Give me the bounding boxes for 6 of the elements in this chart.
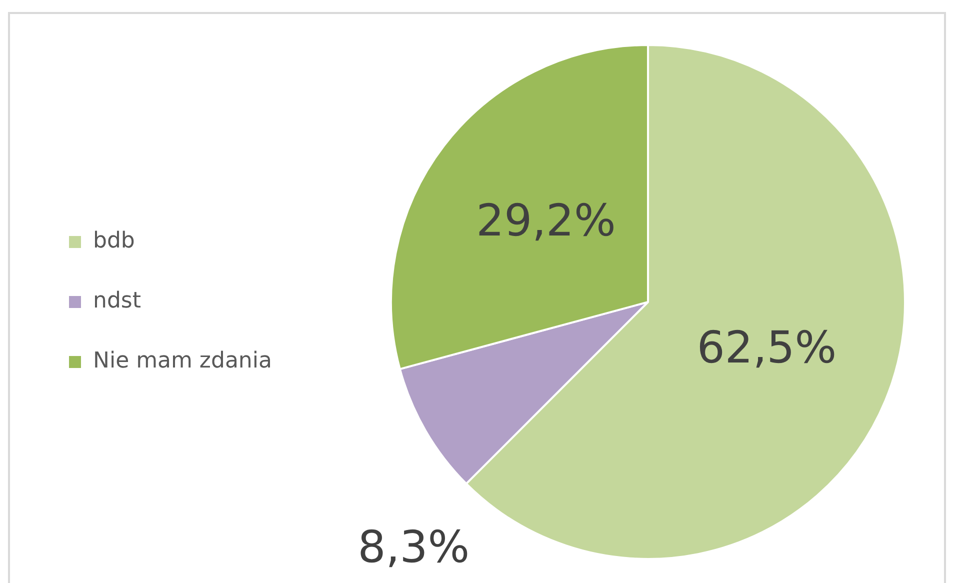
data-label: 29,2% bbox=[476, 195, 616, 246]
legend-label: bdb bbox=[93, 228, 135, 254]
data-label: 8,3% bbox=[358, 522, 470, 574]
legend-label: ndst bbox=[93, 288, 142, 314]
data-label: 62,5% bbox=[696, 322, 837, 374]
legend-label: Nie mam zdania bbox=[93, 348, 272, 374]
